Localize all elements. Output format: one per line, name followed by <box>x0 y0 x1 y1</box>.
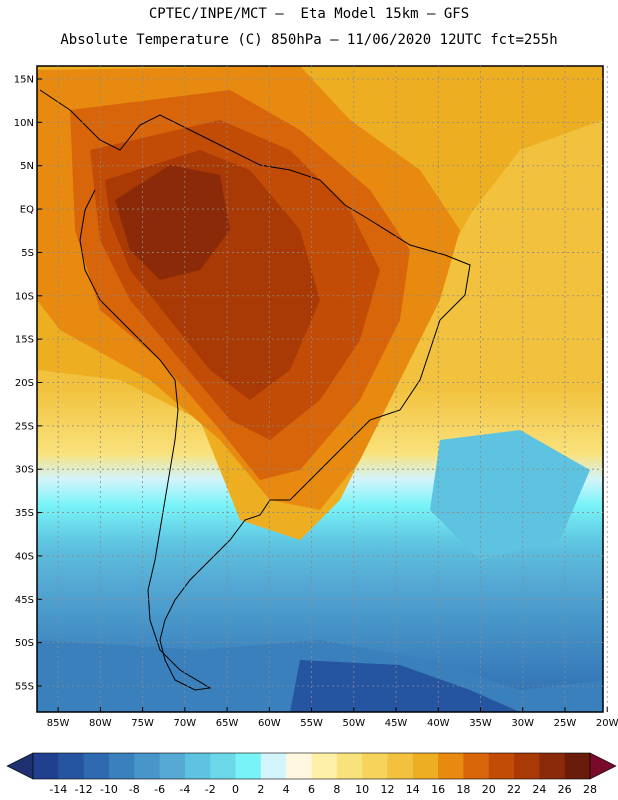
lon-label: 60W <box>258 718 281 729</box>
lat-label: 45S <box>15 595 34 606</box>
colorbar-swatch <box>134 753 161 779</box>
colorbar-swatch <box>362 753 388 779</box>
lon-label: 50W <box>342 718 365 729</box>
lat-label: 20S <box>15 378 34 389</box>
colorbar-swatch <box>83 753 110 779</box>
lon-label: 65W <box>216 718 239 729</box>
lon-label: 30W <box>511 718 534 729</box>
axis-labels: 15N 10N 5N EQ 5S 10S 15S 20S 25S 30S 35S 40S 45S 50S 5… <box>14 75 618 729</box>
colorbar-tick-label: 18 <box>456 783 470 796</box>
lon-label: 75W <box>131 718 154 729</box>
colorbar-swatch <box>539 753 566 779</box>
colorbar-tick-label: 10 <box>355 783 369 796</box>
colorbar-tick-label: 6 <box>308 783 315 796</box>
colorbar-swatch <box>159 753 186 779</box>
colorbar-tick-label: 12 <box>380 783 394 796</box>
lon-label: 35W <box>469 718 492 729</box>
colorbar-swatch <box>210 753 237 779</box>
colorbar-tick-label: 2 <box>257 783 264 796</box>
colorbar-swatch <box>387 753 414 779</box>
lon-label: 40W <box>427 718 450 729</box>
colorbar-tick-label: 20 <box>482 783 496 796</box>
lat-label: 10S <box>15 291 34 302</box>
colorbar-high-arrow <box>589 752 617 780</box>
colorbar-swatch <box>438 753 464 779</box>
colorbar-swatch <box>184 753 211 779</box>
lon-label: 45W <box>385 718 408 729</box>
lat-label: 35S <box>15 508 34 519</box>
lat-label: 25S <box>15 421 34 432</box>
coastline <box>39 89 471 691</box>
colorbar-tick-label: 4 <box>283 783 290 796</box>
colorbar-tick-label: 24 <box>532 783 546 796</box>
colorbar-swatch <box>412 753 439 779</box>
temperature-field <box>37 66 603 712</box>
colorbar-swatch <box>311 753 338 779</box>
colorbar-tick-label: -6 <box>154 783 165 796</box>
lon-label: 25W <box>554 718 577 729</box>
colorbar-swatch <box>33 753 59 779</box>
colorbar-low-arrow <box>6 752 34 780</box>
field-band-28 <box>115 165 230 280</box>
colorbar-tick-label: -12 <box>75 783 93 796</box>
map-frame <box>36 65 604 713</box>
colorbar-swatch <box>463 753 490 779</box>
lat-label: 55S <box>15 681 34 692</box>
field-cold-patch-3 <box>430 430 590 560</box>
lat-label: EQ <box>20 205 34 216</box>
lon-label: 20W <box>596 718 618 729</box>
colorbar-swatch <box>108 753 135 779</box>
colorbar-tick-label: 22 <box>507 783 521 796</box>
colorbar-tick-label: 26 <box>558 783 572 796</box>
colorbar: -14 -12 -10 -8 -6 -4 -2 0 2 4 6 8 10 12 14 16 18 20 22 24 26… <box>6 752 617 796</box>
colorbar-swatch <box>58 753 85 779</box>
title-line-1: CPTEC/INPE/MCT – Eta Model 15km – GFS <box>148 6 470 22</box>
lon-label: 85W <box>47 718 70 729</box>
colorbar-tick-label: -4 <box>179 783 190 796</box>
field-cold-patch-2 <box>290 660 520 712</box>
colorbar-tick-label: 28 <box>583 783 597 796</box>
lat-label: 5N <box>20 161 34 172</box>
colorbar-tick-label: -14 <box>49 783 67 796</box>
lat-label: 30S <box>15 465 34 476</box>
lat-label: 15S <box>15 335 34 346</box>
colorbar-swatch <box>286 753 312 779</box>
colorbar-tick-label: 0 <box>232 783 239 796</box>
title-line-2: Absolute Temperature (C) 850hPa – 11/06/… <box>60 32 558 48</box>
lat-label: 10N <box>14 118 34 129</box>
colorbar-tick-label: 8 <box>333 783 340 796</box>
lat-label: 5S <box>21 248 34 259</box>
graticule <box>37 66 608 712</box>
colorbar-swatch <box>336 753 363 779</box>
colorbar-tick-label: -8 <box>129 783 140 796</box>
lat-label: 15N <box>14 75 34 86</box>
colorbar-swatch <box>235 753 262 779</box>
lon-label: 70W <box>174 718 197 729</box>
colorbar-swatch <box>260 753 287 779</box>
lon-label: 55W <box>300 718 323 729</box>
lat-label: 50S <box>15 638 34 649</box>
lat-label: 40S <box>15 551 34 562</box>
colorbar-tick-label: -10 <box>100 783 118 796</box>
colorbar-swatch <box>564 753 591 779</box>
colorbar-swatch <box>514 753 540 779</box>
lon-label: 80W <box>89 718 112 729</box>
colorbar-tick-label: -2 <box>205 783 216 796</box>
colorbar-tick-label: 14 <box>406 783 420 796</box>
colorbar-tick-label: 16 <box>431 783 445 796</box>
colorbar-swatch <box>488 753 515 779</box>
